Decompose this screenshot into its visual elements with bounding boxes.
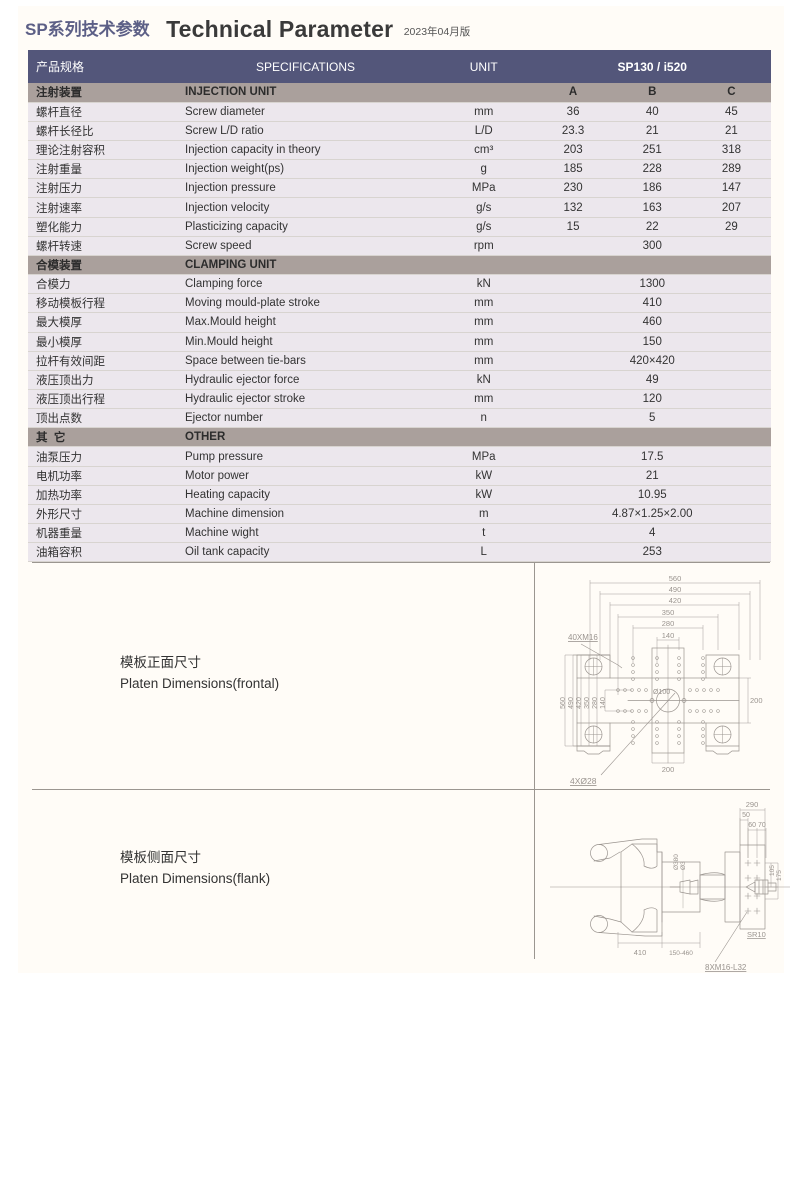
svg-text:410: 410 (634, 948, 647, 957)
svg-text:490: 490 (669, 585, 682, 594)
svg-text:420: 420 (576, 697, 583, 709)
svg-text:350: 350 (584, 697, 591, 709)
svg-text:105: 105 (769, 865, 776, 876)
svg-text:490: 490 (568, 697, 575, 709)
svg-text:60 70: 60 70 (748, 822, 766, 829)
svg-text:280: 280 (662, 619, 675, 628)
svg-text:560: 560 (669, 574, 682, 583)
svg-text:Ø380: Ø380 (673, 854, 680, 870)
svg-text:40XM16: 40XM16 (568, 633, 598, 642)
svg-text:200: 200 (662, 765, 675, 774)
svg-text:280: 280 (592, 697, 599, 709)
svg-text:150-460: 150-460 (669, 950, 693, 957)
svg-text:420: 420 (669, 596, 682, 605)
svg-text:290: 290 (746, 800, 759, 809)
svg-text:350: 350 (662, 608, 675, 617)
svg-text:Ø3: Ø3 (680, 861, 687, 870)
svg-text:140: 140 (662, 631, 675, 640)
svg-text:200: 200 (750, 696, 763, 705)
svg-text:50: 50 (742, 812, 750, 819)
svg-text:175: 175 (776, 870, 783, 881)
svg-text:8XM16-L32: 8XM16-L32 (705, 963, 747, 972)
svg-text:560: 560 (560, 697, 567, 709)
svg-text:Ø100: Ø100 (653, 689, 670, 696)
svg-text:4XØ28: 4XØ28 (570, 776, 597, 786)
svg-text:140: 140 (600, 697, 607, 709)
svg-text:SR10: SR10 (747, 930, 766, 939)
